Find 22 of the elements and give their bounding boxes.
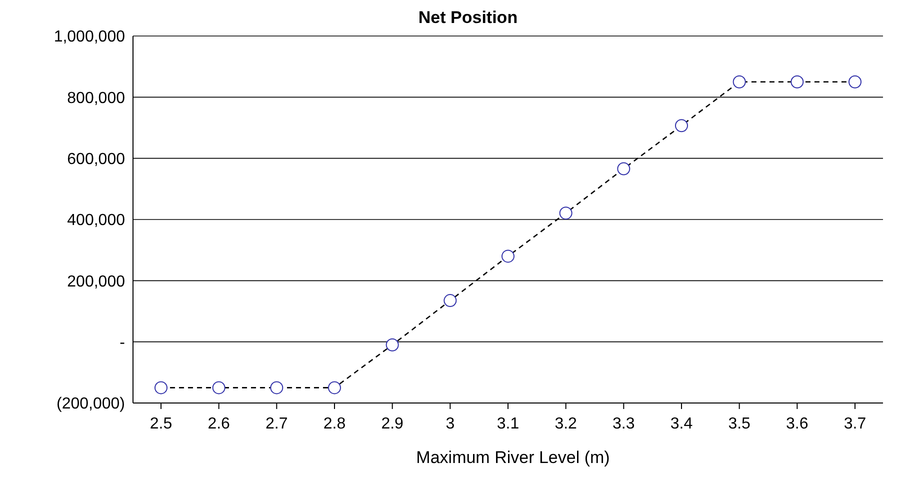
x-tick-label: 3.4 — [670, 415, 693, 432]
x-tick-label: 3.6 — [786, 415, 808, 432]
chart-title: Net Position — [417, 8, 519, 28]
x-tick-label: 2.7 — [266, 415, 288, 432]
y-tick-label: 200,000 — [67, 273, 126, 290]
x-tick-label: 2.8 — [323, 415, 346, 432]
x-tick-label: 3.7 — [844, 415, 866, 432]
y-tick-label: 400,000 — [67, 212, 126, 230]
y-tick-label: 600,000 — [67, 151, 126, 168]
x-tick-label: 3.2 — [554, 415, 578, 432]
y-tick-label: 1,000,000 — [54, 28, 126, 46]
x-tick-label: 2.9 — [381, 415, 404, 432]
x-tick-label: 2.5 — [150, 415, 172, 432]
x-tick-label: 3.3 — [612, 415, 635, 432]
y-tick-label: 800,000 — [67, 90, 126, 107]
x-tick-label: 3 — [446, 415, 455, 432]
x-axis-title: Maximum River Level (m) — [415, 448, 611, 468]
x-tick-label: 3.1 — [496, 415, 520, 432]
y-tick-label: (200,000) — [56, 396, 125, 413]
x-tick-label: 2.6 — [208, 415, 230, 432]
x-tick-label: 3.5 — [728, 415, 751, 432]
y-tick-label: - — [120, 334, 125, 352]
